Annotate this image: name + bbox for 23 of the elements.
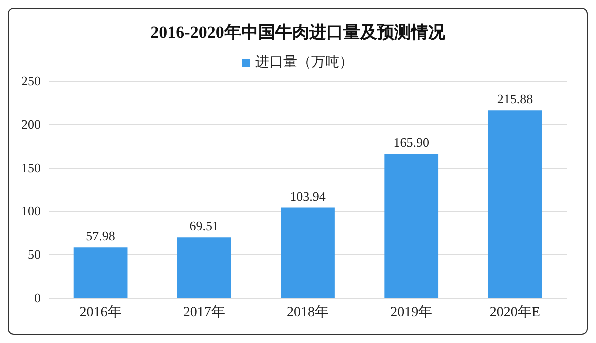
text: 165.90: [394, 135, 430, 150]
y-tick-label: 250: [22, 74, 41, 88]
bar: [74, 248, 128, 298]
x-tick-label: 2020年E: [490, 304, 540, 320]
text: 103.94: [290, 188, 326, 204]
x-tick-label: 2016年: [80, 304, 122, 320]
y-tick-label: 200: [22, 116, 41, 132]
text: 215.88: [497, 92, 534, 107]
chart-title: 2016-2020年中国牛肉进口量及预测情况: [150, 23, 446, 42]
bar: [281, 208, 335, 298]
bar: [488, 110, 542, 298]
y-tick-label: 0: [34, 290, 41, 306]
x-tick-label: 2018年: [287, 304, 329, 320]
y-tick-label: 100: [22, 204, 41, 219]
text: 57.98: [86, 228, 116, 244]
text: 69.51: [190, 218, 220, 234]
y-tick-label: 50: [28, 247, 41, 262]
legend-label: 进口量（万吨）: [256, 54, 354, 70]
bar: [384, 154, 439, 298]
x-tick-label: 2019年: [390, 304, 433, 320]
bar: [177, 238, 232, 298]
y-tick-label: 150: [22, 160, 41, 176]
x-tick-label: 2017年: [183, 304, 226, 320]
